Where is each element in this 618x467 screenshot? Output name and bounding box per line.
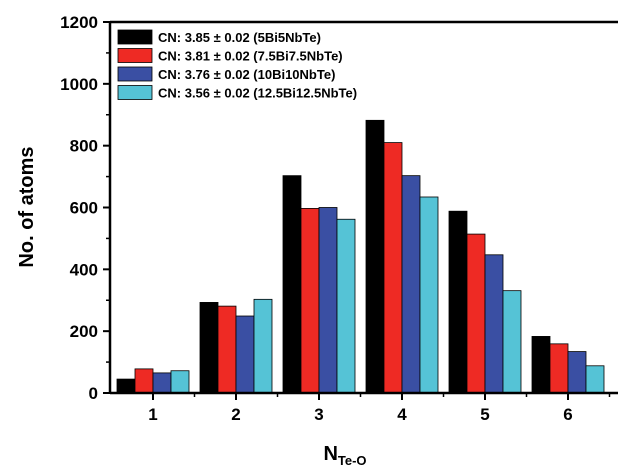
- bar-2-series-3: [235, 315, 255, 394]
- x-tick-label: 6: [563, 405, 572, 424]
- x-axis-title-main: N: [323, 443, 337, 465]
- bar-4-series-2: [383, 142, 403, 394]
- axes-group: 0 200 400 600 800 1000 1200 1 2 3 4 5 6: [60, 13, 618, 424]
- bar-1-series-3: [152, 372, 172, 394]
- x-tick-label: 4: [397, 405, 407, 424]
- legend-label-4: CN: 3.56 ± 0.02 (12.5Bi12.5NbTe): [158, 86, 357, 101]
- y-axis-title: No. of atoms: [16, 146, 38, 267]
- bar-5-series-4: [502, 290, 522, 394]
- y-tick-label: 1200: [60, 13, 98, 32]
- bar-3-series-3: [318, 207, 338, 394]
- bar-5-series-2: [466, 233, 486, 394]
- bar-4-series-3: [401, 175, 421, 394]
- bars-group: [116, 119, 605, 394]
- legend-swatch-4: [117, 85, 153, 100]
- x-tick-label: 3: [314, 405, 323, 424]
- bar-6-series-1: [531, 336, 551, 394]
- legend-label-2: CN: 3.81 ± 0.02 (7.5Bi7.5NbTe): [158, 49, 343, 64]
- legend-swatch-1: [117, 29, 153, 45]
- bar-5-series-1: [448, 210, 468, 394]
- bar-4-series-4: [419, 196, 439, 394]
- bar-5-series-3: [484, 254, 504, 394]
- legend-swatch-2: [117, 48, 153, 63]
- bar-2-series-2: [217, 305, 237, 394]
- x-tick-label: 5: [480, 405, 489, 424]
- bar-2-series-1: [199, 302, 219, 394]
- bar-1-series-1: [116, 378, 136, 394]
- legend-label-1: CN: 3.85 ± 0.02 (5Bi5NbTe): [158, 30, 321, 45]
- legend-swatch-3: [117, 66, 153, 82]
- bar-1-series-2: [134, 368, 154, 394]
- y-tick-label: 200: [70, 322, 98, 341]
- bar-6-series-3: [567, 351, 587, 394]
- x-axis-title-subscript: Te-O: [338, 453, 367, 467]
- bar-6-series-2: [549, 343, 569, 394]
- bar-2-series-4: [253, 298, 273, 394]
- y-tick-label: 400: [70, 260, 98, 279]
- bar-3-series-1: [282, 175, 302, 394]
- y-tick-label: 600: [70, 199, 98, 218]
- bar-6-series-4: [585, 365, 605, 394]
- bar-3-series-4: [336, 218, 356, 394]
- legend: CN: 3.85 ± 0.02 (5Bi5NbTe) CN: 3.81 ± 0.0…: [117, 29, 357, 101]
- y-tick-label: 800: [70, 137, 98, 156]
- bar-4-series-1: [365, 119, 385, 394]
- x-tick-label: 1: [148, 405, 157, 424]
- x-axis-title: NTe-O: [323, 443, 366, 467]
- y-tick-label: 0: [89, 384, 98, 403]
- bar-3-series-2: [300, 208, 320, 394]
- bar-1-series-4: [170, 370, 190, 394]
- y-tick-label: 1000: [60, 75, 98, 94]
- legend-label-3: CN: 3.76 ± 0.02 (10Bi10NbTe): [158, 67, 335, 82]
- x-tick-label: 2: [231, 405, 240, 424]
